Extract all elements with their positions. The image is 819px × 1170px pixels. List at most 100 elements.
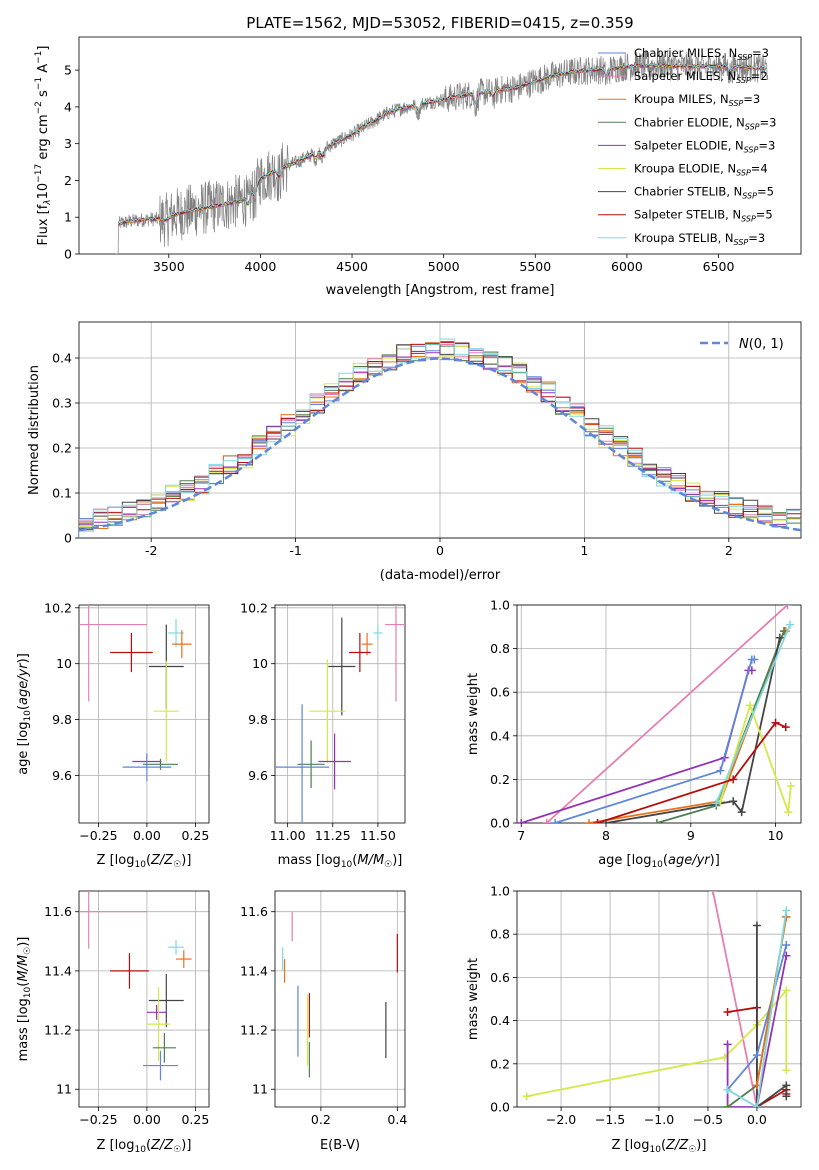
x-tick-label: 0: [436, 543, 444, 558]
x-axis-label: Z [log10(Z/Z☉)]: [97, 853, 192, 870]
series-marker: [782, 941, 791, 949]
x-tick-label: 5500: [519, 259, 551, 274]
legend-label: Kroupa ELODIE, NSSP=4: [634, 162, 768, 178]
x-axis-label: E(B-V): [320, 1138, 360, 1153]
x-axis-label: mass [log10(M/M☉)]: [278, 853, 403, 870]
spectrum-series-group: [115, 50, 769, 254]
x-tick-label: 0.2: [311, 1112, 331, 1127]
y-axis-label: Flux [fλ10−17 erg cm−2 s−1 A−1]: [34, 46, 53, 246]
x-tick-label: 9: [687, 828, 695, 843]
series-marker: [593, 819, 602, 823]
series-marker: [786, 781, 795, 790]
x-tick-label: 3500: [153, 259, 185, 274]
x-tick-label: 0.00: [133, 1112, 161, 1127]
series-marker: [771, 718, 780, 727]
series-line-8: [727, 910, 788, 1107]
legend-label: Salpeter ELODIE, NSSP=3: [634, 138, 775, 154]
x-tick-label: 11.25: [315, 828, 351, 843]
series-marker: [723, 1103, 732, 1107]
series-marker: [723, 1040, 732, 1049]
series-marker: [729, 775, 738, 784]
x-tick-label: 11.50: [360, 828, 396, 843]
x-tick-label: 4000: [245, 259, 277, 274]
observed-spectrum-line: [115, 50, 769, 254]
y-axis-label: mass weight: [466, 958, 481, 1040]
y-tick-label: 9.8: [52, 712, 72, 727]
series-line-2: [554, 658, 755, 823]
y-tick-label: 0.4: [490, 1013, 510, 1028]
mass-weight-vs-age-axes: 7 8 9 10 0.0 0.2 0.4 0.6 0.8 1.0: [490, 598, 802, 843]
y-tick-label: 11.2: [240, 1023, 268, 1038]
legend-label: Kroupa MILES, NSSP=3: [634, 92, 760, 108]
legend-label: Chabrier MILES, NSSP=3: [634, 46, 769, 62]
series-line-0: [712, 891, 758, 1107]
legend-label: Salpeter MILES, NSSP=2: [634, 69, 768, 85]
y-tick-label: 11: [56, 1082, 72, 1097]
series-marker: [752, 1103, 761, 1107]
series-marker: [782, 906, 791, 915]
series-marker: [585, 819, 594, 823]
y-tick-label: 0: [64, 247, 72, 262]
series-marker: [785, 620, 794, 629]
legend-label: Chabrier STELIB, NSSP=5: [634, 185, 774, 201]
series-line-6: [719, 702, 792, 813]
series-line-8: [597, 721, 787, 823]
series-marker: [522, 1092, 531, 1101]
x-tick-label: 0.0: [747, 1112, 767, 1127]
series-line-7: [715, 624, 791, 804]
x-tick-label: 11.00: [270, 828, 306, 843]
y-tick-label: 3: [64, 136, 72, 151]
series-marker: [750, 655, 759, 664]
x-axis-label: wavelength [Angstrom, rest frame]: [326, 283, 555, 298]
y-tick-label: 0.8: [490, 927, 510, 942]
x-tick-label: 0.25: [181, 828, 209, 843]
x-tick-label: -1: [289, 543, 301, 558]
series-marker: [716, 766, 725, 775]
x-tick-label: 1: [580, 543, 588, 558]
spectrum-legend: Chabrier MILES, NSSP=3 Salpeter MILES, NS…: [598, 46, 776, 247]
x-tick-label: -2: [145, 543, 157, 558]
x-tick-label: 4500: [336, 259, 368, 274]
x-axis-label: Z [log10(Z/Z☉)]: [97, 1138, 192, 1155]
y-tick-label: 0.6: [490, 970, 510, 985]
y-tick-label: 1: [64, 210, 72, 225]
series-marker: [551, 819, 560, 823]
y-tick-label: 0.6: [490, 685, 510, 700]
series-marker: [737, 808, 746, 817]
mass-vs-Z-points: [79, 891, 192, 1081]
series-marker: [708, 891, 717, 895]
y-tick-label: 0.4: [52, 351, 72, 366]
series-line-5: [605, 637, 781, 823]
series-marker: [783, 605, 792, 609]
series-line-0: [546, 605, 789, 823]
series-marker: [652, 819, 661, 823]
y-axis-label: age [log10(age/yr)]: [16, 653, 33, 775]
series-marker: [752, 1051, 761, 1060]
spectrum-axes: 3500 4000 4500 5000 5500 6000 6500 0 1 2 3 4 5: [64, 36, 802, 274]
series-marker: [775, 633, 784, 642]
y-tick-label: 11: [252, 1082, 268, 1097]
axes-frame: [78, 604, 210, 824]
x-tick-label: 6000: [611, 259, 643, 274]
series-marker: [782, 1066, 791, 1075]
series-marker: [752, 921, 761, 930]
model-line-8: [118, 62, 767, 225]
age-vs-mass-points: [275, 605, 405, 823]
y-tick-label: 5: [64, 63, 72, 78]
y-tick-label: 0.2: [490, 772, 510, 787]
x-axis-label: age [log10(age/yr)]: [598, 853, 720, 870]
mass-weight-vs-Z-axes: −2.0 −1.5 −1.0 −0.5 0.0 0.0 0.2 0.4 0.6 0.8 1.0: [490, 884, 802, 1127]
legend-label: Salpeter STELIB, NSSP=5: [634, 208, 773, 224]
series-marker: [517, 819, 526, 823]
legend-label: Chabrier ELODIE, NSSP=3: [634, 115, 776, 131]
series-line-3: [756, 925, 788, 1107]
y-axis-label: mass weight: [466, 673, 481, 755]
age-vs-Z-points: [79, 605, 192, 782]
y-tick-label: 0.4: [490, 728, 510, 743]
x-tick-label: 2: [725, 543, 733, 558]
series-marker: [782, 1081, 791, 1090]
x-tick-label: 0.25: [181, 1112, 209, 1127]
axes-frame: [78, 890, 210, 1108]
mass-vs-ebv-points: [282, 911, 398, 1078]
